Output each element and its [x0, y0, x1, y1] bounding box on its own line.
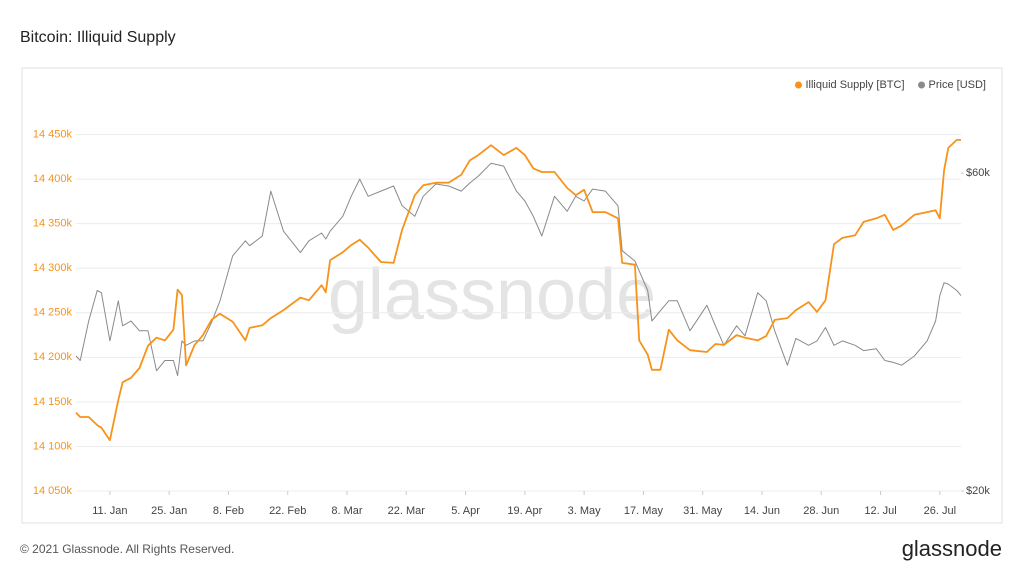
series-line: [75, 139, 961, 442]
logo: glassnode: [902, 536, 1002, 561]
y-tick-label: 14 350k: [33, 218, 73, 230]
y-tick-label: 14 050k: [33, 485, 73, 497]
series-line: [75, 162, 962, 377]
x-tick-label: 8. Feb: [213, 505, 244, 517]
x-tick-label: 3. May: [568, 505, 602, 517]
grid: 14 450k 14 400k 14 350k 14 300k 14 250k 14 20…: [33, 128, 991, 516]
x-tick-label: 31. May: [683, 505, 723, 517]
y-tick-label: 14 150k: [33, 396, 73, 408]
footer: © 2021 Glassnode. All Rights Reserved.: [20, 542, 234, 556]
legend-label: Price [USD]: [929, 79, 986, 91]
legend-marker: [794, 81, 802, 89]
x-tick-label: 28. Jun: [803, 505, 839, 517]
plot: [75, 139, 962, 442]
y-tick-label: 14 200k: [33, 351, 73, 363]
legend: Price [USD] Illiquid Supply [BTC]: [794, 79, 986, 91]
y-tick-label: 14 100k: [33, 440, 73, 452]
x-tick-label: 14. Jun: [744, 505, 780, 517]
watermark: glassnode: [328, 255, 656, 335]
x-tick-label: 5. Apr: [451, 505, 480, 517]
x-tick-label: 22. Feb: [269, 505, 306, 517]
x-tick-label: 25. Jan: [151, 505, 187, 517]
x-tick-label: 17. May: [624, 505, 664, 517]
y2-tick-label: $20k: [966, 485, 990, 497]
y-tick-label: 14 450k: [33, 128, 73, 140]
x-tick-label: 12. Jul: [864, 505, 896, 517]
y-tick-label: 14 250k: [33, 307, 73, 319]
x-tick-label: 22. Mar: [388, 505, 426, 517]
y2-tick-label: $60k: [966, 167, 990, 179]
y-tick-label: 14 400k: [33, 173, 73, 185]
x-tick-label: 8. Mar: [331, 505, 363, 517]
legend-marker: [918, 81, 926, 89]
chart-title: Bitcoin: Illiquid Supply: [20, 29, 176, 46]
legend-label: Illiquid Supply [BTC]: [805, 79, 904, 91]
x-tick-label: 11. Jan: [92, 505, 127, 517]
chart-frame: [21, 67, 1003, 524]
x-tick-label: 26. Jul: [924, 505, 956, 517]
x-tick-label: 19. Apr: [507, 505, 542, 517]
y-tick-label: 14 300k: [33, 262, 73, 274]
